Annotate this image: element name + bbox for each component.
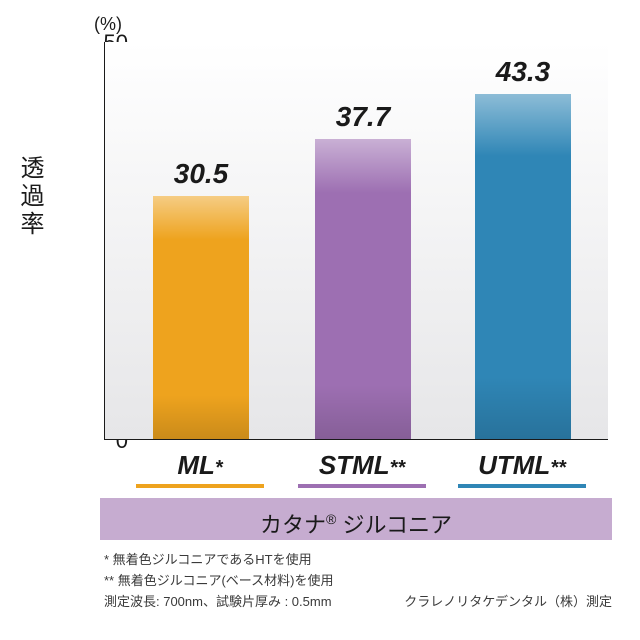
category-underline xyxy=(458,484,586,488)
category-label: STML** xyxy=(292,450,432,481)
footnote-2: ** 無着色ジルコニア(ベース材料)を使用 xyxy=(104,571,612,592)
footnotes: * 無着色ジルコニアであるHTを使用 ** 無着色ジルコニア(ベース材料)を使用… xyxy=(104,550,612,612)
bar xyxy=(315,139,411,439)
bar-value-label: 37.7 xyxy=(303,101,423,133)
category-underline xyxy=(298,484,426,488)
band-text-after: ジルコニア xyxy=(336,512,452,537)
category-underline xyxy=(136,484,264,488)
plot-area: 30.5 37.7 43.3 xyxy=(104,42,608,440)
footnote-1: * 無着色ジルコニアであるHTを使用 xyxy=(104,550,612,571)
y-axis-label: 透過率 xyxy=(12,155,47,239)
registered-mark: ® xyxy=(326,511,336,527)
bar-value-label: 30.5 xyxy=(141,158,261,190)
chart-container: (%) 透過率 01020304050 30.537.743.3 ML*STML… xyxy=(0,0,640,640)
bar xyxy=(475,94,571,439)
bar-value-label: 43.3 xyxy=(463,56,583,88)
footnote-3-left: 測定波長: 700nm、試験片厚み : 0.5mm xyxy=(104,592,332,613)
product-band: カタナ® ジルコニア xyxy=(100,498,612,540)
category-label: UTML** xyxy=(452,450,592,481)
band-text-before: カタナ xyxy=(260,512,326,537)
category-row: ML* STML** UTML** xyxy=(104,448,608,492)
bar xyxy=(153,196,249,439)
category-label: ML* xyxy=(130,450,270,481)
footnote-3-right: クラレノリタケデンタル（株）測定 xyxy=(404,592,612,613)
